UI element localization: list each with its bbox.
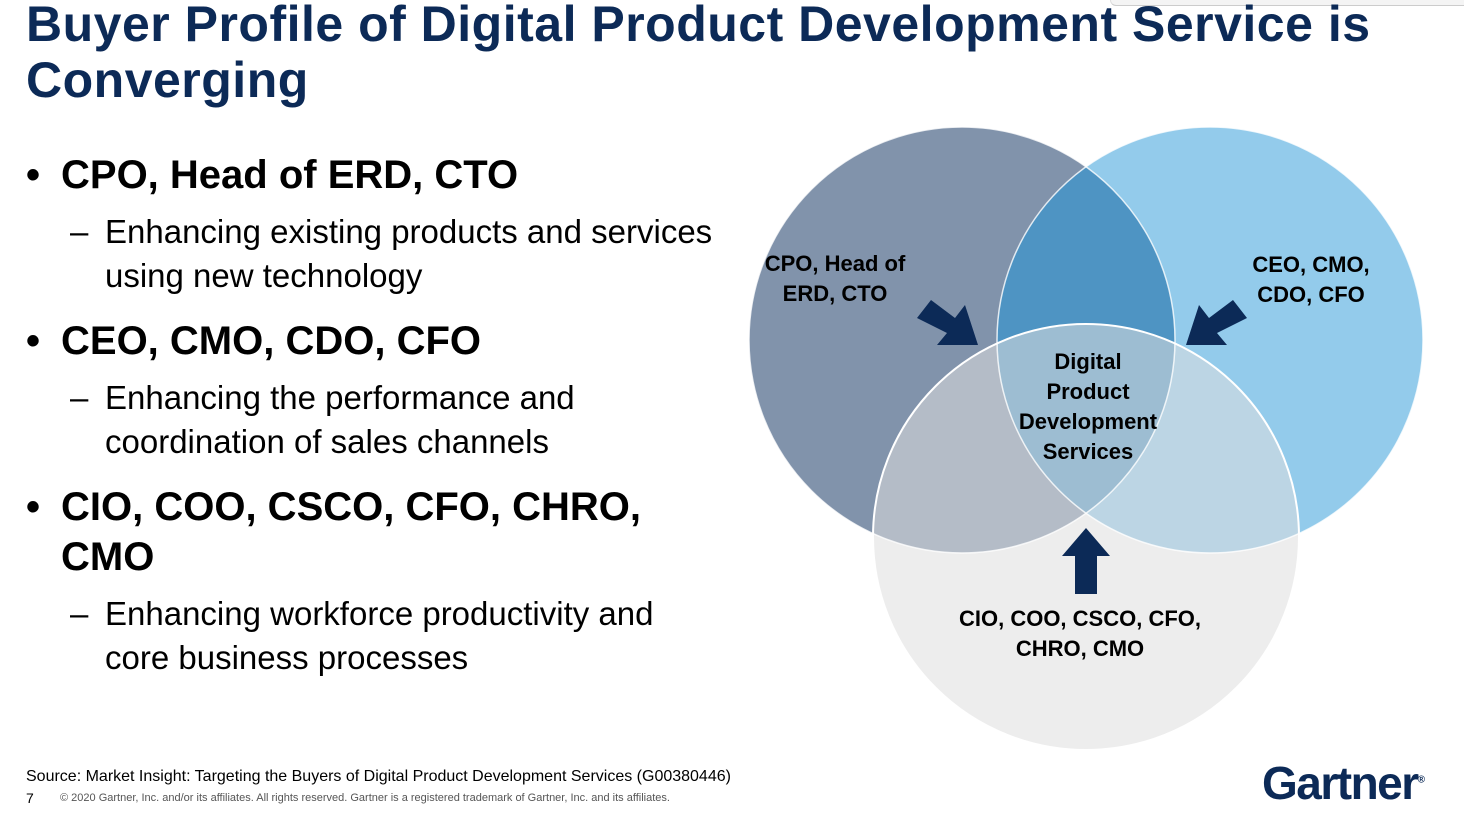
venn-label-bottom: CIO, COO, CSCO, CFO, CHRO, CMO (958, 606, 1201, 661)
copyright: © 2020 Gartner, Inc. and/or its affiliat… (60, 792, 670, 804)
venn-outline-right (996, 126, 1424, 554)
gartner-logo: Gartner® (1262, 757, 1426, 809)
bullet-heading: CPO, Head of ERD, CTO (26, 150, 726, 200)
venn-outline-left (748, 126, 1176, 554)
bullet-heading: CEO, CMO, CDO, CFO (26, 316, 726, 366)
bullet-detail: Enhancing the performance and coordinati… (26, 376, 726, 464)
venn-label-right: CEO, CMO, CDO, CFO (1252, 252, 1370, 307)
bullet-heading: CIO, COO, CSCO, CFO, CHRO, CMO (26, 482, 681, 582)
bullet-detail: Enhancing workforce productivity and cor… (26, 592, 715, 680)
bullet-list: CPO, Head of ERD, CTO Enhancing existing… (26, 150, 726, 698)
arrow-up-icon (1062, 528, 1110, 594)
venn-label-center: Digital Product Development Services (1018, 349, 1158, 464)
arrow-down-right-icon (917, 300, 978, 345)
venn-label-left: CPO, Head of ERD, CTO (764, 251, 906, 306)
slide-title: Buyer Profile of Digital Product Develop… (26, 0, 1371, 108)
source-note: Source: Market Insight: Targeting the Bu… (26, 768, 731, 785)
arrow-down-left-icon (1186, 300, 1247, 345)
bullet-detail: Enhancing existing products and services… (26, 210, 726, 298)
page-number: 7 (26, 790, 34, 806)
logo-text: Gartner (1262, 757, 1419, 809)
window-edge (1110, 0, 1464, 6)
